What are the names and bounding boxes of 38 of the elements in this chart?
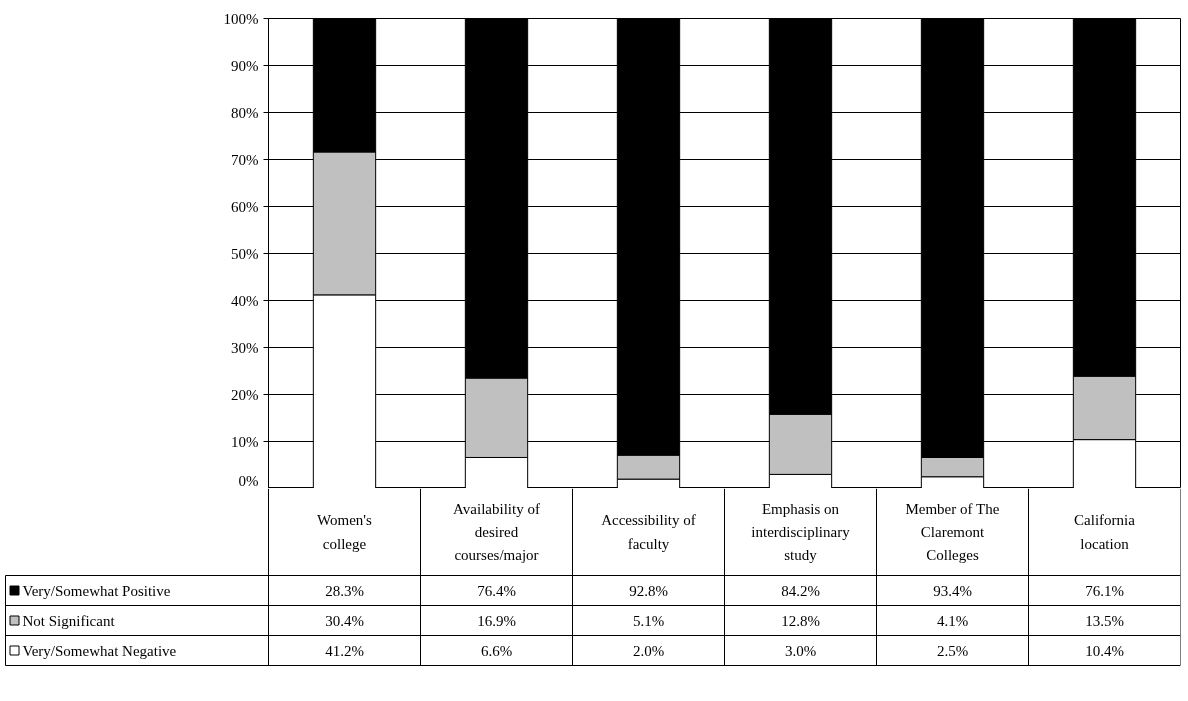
data-label: 2.5% — [936, 642, 969, 659]
data-label: 2.0% — [632, 642, 665, 659]
y-tick-label: 100% — [223, 10, 259, 27]
legend-label: Very/Somewhat Positive — [22, 582, 171, 599]
x-tick-label: Emphasis on interdisciplinary study — [751, 500, 851, 564]
y-tick-label: 0% — [238, 472, 259, 489]
data-label: 16.9% — [477, 612, 516, 629]
x-tick-label: Member of The Claremont Colleges — [905, 500, 1000, 564]
data-label: 10.4% — [1085, 642, 1124, 659]
y-tick-label: 70% — [231, 151, 259, 168]
y-tick-label: 80% — [231, 104, 259, 121]
legend-label: Not Significant — [22, 612, 116, 629]
data-label: 13.5% — [1085, 612, 1124, 629]
data-label: 30.4% — [325, 612, 364, 629]
y-tick-label: 40% — [231, 292, 259, 309]
data-label: 76.1% — [1085, 582, 1124, 599]
data-label: 41.2% — [325, 642, 364, 659]
x-tick-label: California location — [1074, 512, 1136, 552]
y-tick-label: 60% — [231, 198, 259, 215]
data-label: 4.1% — [936, 612, 969, 629]
y-tick-label: 50% — [231, 245, 259, 262]
data-label: 6.6% — [480, 642, 513, 659]
data-label: 3.0% — [784, 642, 817, 659]
y-tick-label: 90% — [231, 57, 259, 74]
y-tick-label: 30% — [231, 339, 259, 356]
data-label: 92.8% — [629, 582, 668, 599]
data-label: 93.4% — [933, 582, 972, 599]
y-tick-label: 10% — [231, 433, 259, 450]
data-label: 76.4% — [477, 582, 516, 599]
data-label: 12.8% — [781, 612, 820, 629]
y-tick-label: 20% — [231, 386, 259, 403]
x-tick-label: Women's college — [317, 512, 373, 552]
x-tick-label: Availability of desired courses/major — [453, 500, 540, 564]
data-label: 84.2% — [781, 582, 820, 599]
legend-label: Very/Somewhat Negative — [22, 642, 177, 659]
data-label: 5.1% — [632, 612, 665, 629]
x-tick-label: Accessibility of faculty — [601, 512, 696, 552]
data-label: 28.3% — [325, 582, 364, 599]
